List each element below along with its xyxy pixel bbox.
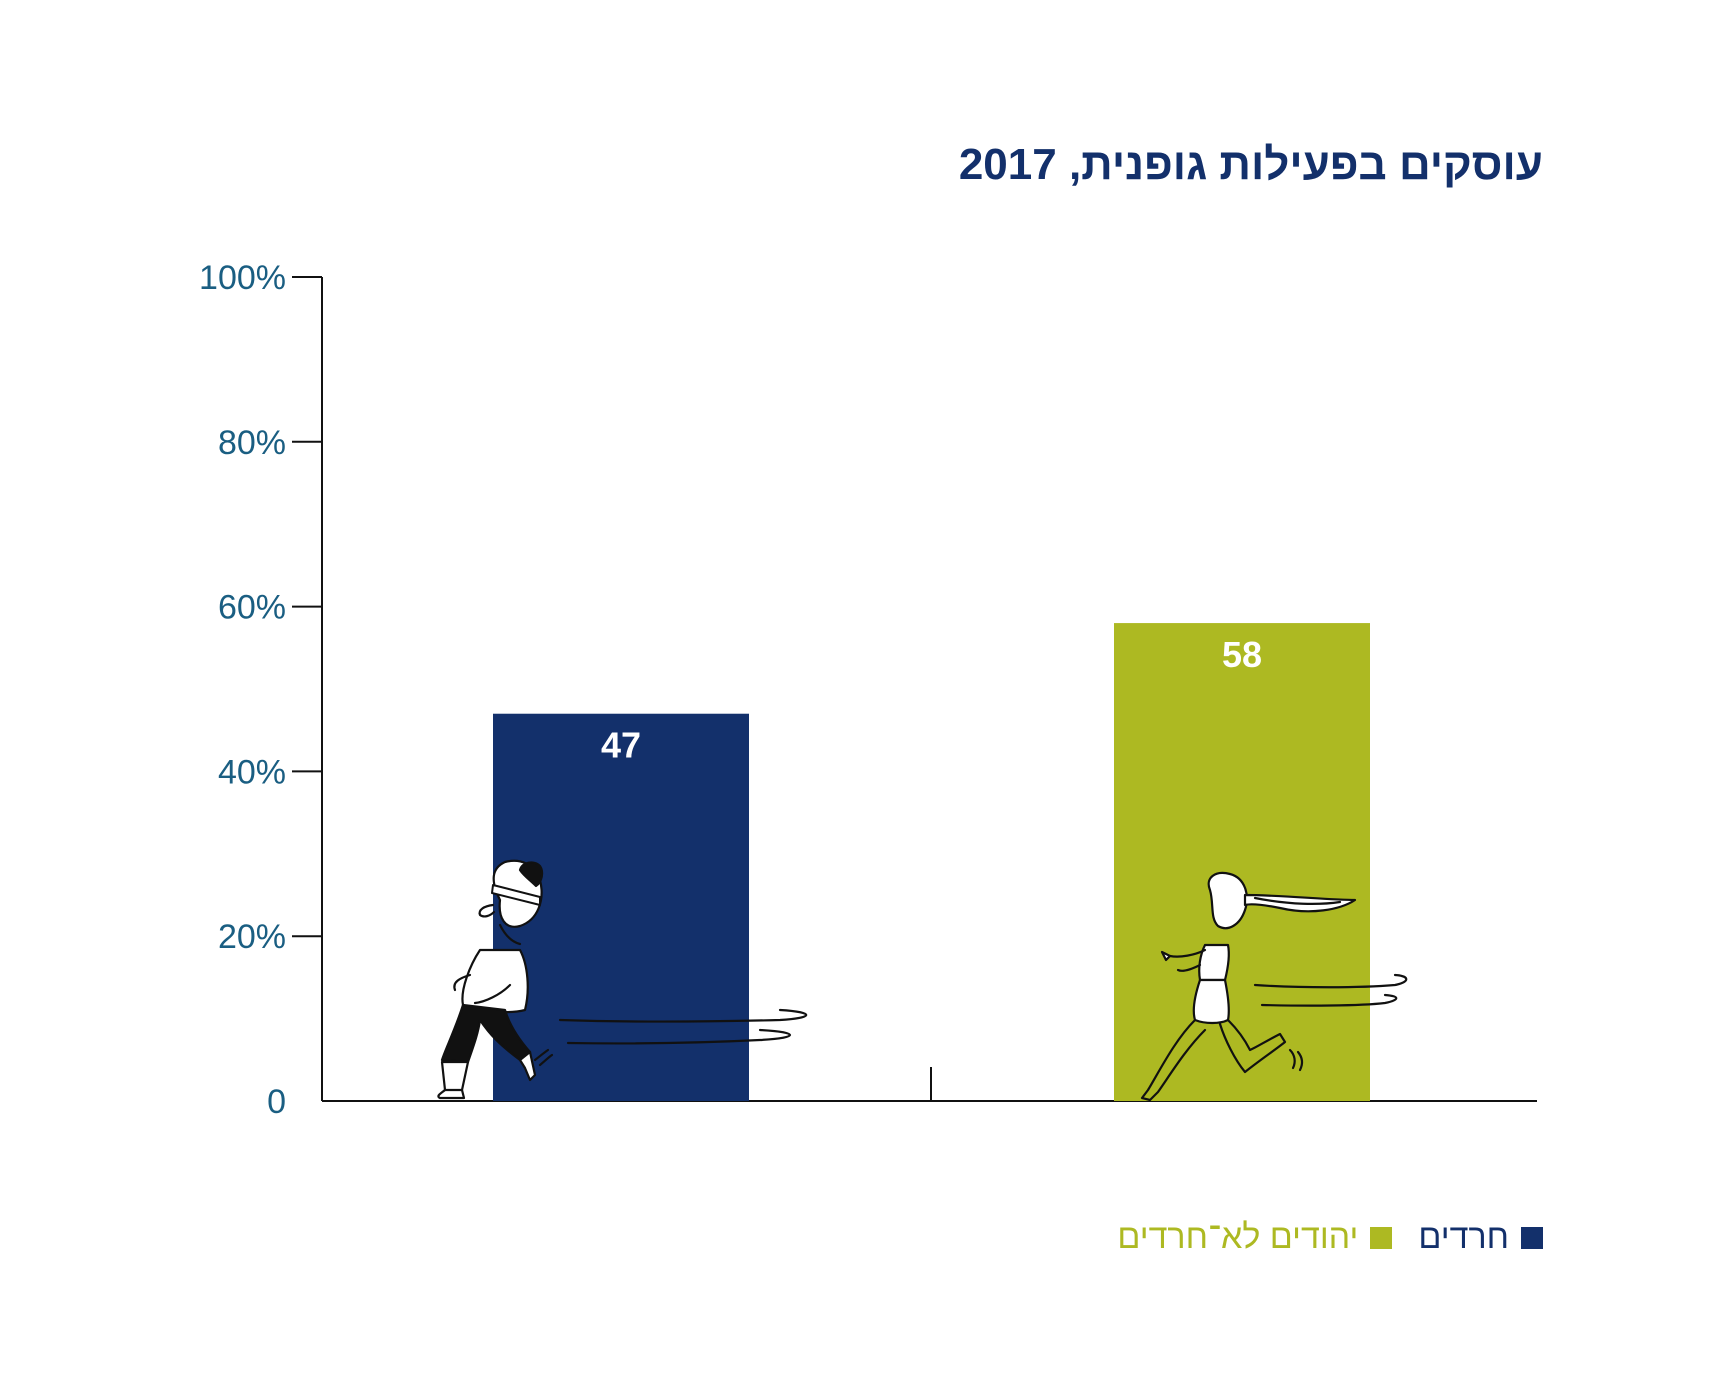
legend-swatch-haredim xyxy=(1521,1226,1543,1249)
y-tick-label-5: 100% xyxy=(199,259,286,297)
y-tick-label-1: 20% xyxy=(218,918,286,956)
legend-label-non-haredi-jews: יהודים לא־חרדים xyxy=(1117,1218,1359,1256)
legend-swatch-non-haredi-jews xyxy=(1370,1226,1393,1249)
y-tick-label-2: 40% xyxy=(218,753,286,791)
y-tick-label-3: 60% xyxy=(218,589,286,627)
y-axis: 0 20% 40% 60% 80% 100% xyxy=(199,259,323,1121)
chart-title: עוסקים בפעילות גופנית, 2017 xyxy=(958,140,1543,189)
legend-item-haredim: חרדים xyxy=(1418,1218,1543,1257)
y-tick-label-4: 80% xyxy=(218,424,286,462)
bar-value-label-1: 58 xyxy=(1222,634,1262,675)
y-tick-label-0: 0 xyxy=(267,1083,286,1121)
runner-woman-illustration xyxy=(1140,871,1408,1102)
legend: חרדים יהודים לא־חרדים xyxy=(1117,1218,1543,1257)
legend-label-haredim: חרדים xyxy=(1418,1218,1509,1256)
bar-1 xyxy=(1114,623,1370,1101)
bar-value-label-0: 47 xyxy=(601,725,641,766)
runner-man-illustration xyxy=(437,859,808,1100)
legend-item-non-haredi-jews: יהודים לא־חרדים xyxy=(1117,1218,1393,1257)
bars: 47 58 xyxy=(493,623,1370,1101)
